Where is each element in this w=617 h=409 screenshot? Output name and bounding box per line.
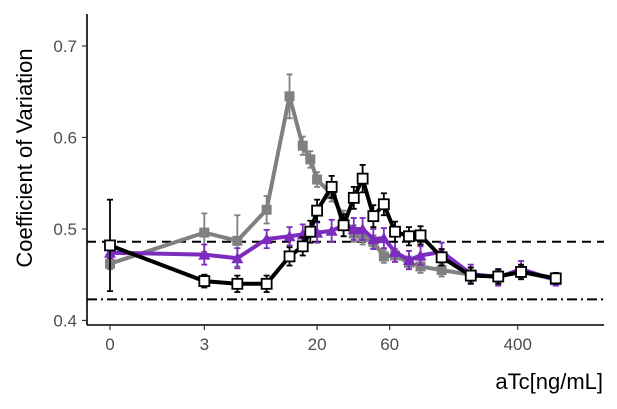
y-axis-title: Coefficient of Variation xyxy=(12,48,37,267)
data-point xyxy=(284,91,295,102)
data-point xyxy=(198,248,211,260)
data-point xyxy=(283,230,296,242)
data-point xyxy=(347,222,360,234)
x-tick-label: 3 xyxy=(200,335,209,354)
x-tick-label: 20 xyxy=(308,335,327,354)
data-point xyxy=(104,239,116,252)
data-point xyxy=(337,219,350,232)
data-point xyxy=(305,154,316,165)
data-point xyxy=(414,229,427,242)
series-layer xyxy=(104,73,562,293)
data-point xyxy=(297,140,308,151)
data-point xyxy=(389,225,401,238)
series-line xyxy=(109,176,557,286)
x-axis-title: aTc[ng/mL] xyxy=(495,369,603,394)
data-point xyxy=(232,235,243,246)
y-tick-label: 0.6 xyxy=(53,128,77,147)
data-point xyxy=(515,266,527,278)
data-point xyxy=(198,275,211,287)
data-point xyxy=(464,269,477,282)
data-point xyxy=(367,233,380,245)
series-2 xyxy=(104,164,562,293)
data-point xyxy=(261,204,272,215)
y-tick-label: 0.7 xyxy=(53,37,77,56)
data-point xyxy=(414,249,427,261)
data-point xyxy=(304,225,317,238)
x-tick-label: 60 xyxy=(380,335,399,354)
x-tick-label: 400 xyxy=(504,335,532,354)
y-tick-label: 0.4 xyxy=(53,311,77,330)
data-point xyxy=(199,227,210,238)
data-point xyxy=(377,198,390,211)
data-point xyxy=(389,245,402,257)
data-point xyxy=(378,251,389,262)
data-point xyxy=(296,240,309,253)
data-point xyxy=(549,272,562,285)
y-ticks: 0.4 0.5 0.6 0.7 xyxy=(53,37,87,330)
data-point xyxy=(260,277,273,290)
data-point xyxy=(325,180,338,193)
data-point xyxy=(260,233,273,245)
data-point xyxy=(311,204,324,217)
data-point xyxy=(377,232,390,244)
data-point xyxy=(403,230,415,243)
data-point xyxy=(435,251,448,264)
data-point xyxy=(367,210,380,223)
data-point xyxy=(347,191,360,204)
data-point xyxy=(325,224,338,236)
reference-lines xyxy=(87,240,604,301)
data-point xyxy=(415,261,426,272)
data-point xyxy=(283,250,296,263)
data-point xyxy=(356,172,369,185)
data-point xyxy=(312,174,323,185)
data-point xyxy=(436,265,447,276)
x-tick-label: 0 xyxy=(105,335,114,354)
y-tick-label: 0.5 xyxy=(53,220,77,239)
axes xyxy=(86,14,604,326)
data-point xyxy=(231,277,244,290)
data-point xyxy=(231,252,244,264)
data-point xyxy=(402,254,415,266)
x-ticks: 0 3 20 60 400 xyxy=(105,325,532,354)
data-point xyxy=(356,222,369,234)
data-point xyxy=(492,270,505,283)
